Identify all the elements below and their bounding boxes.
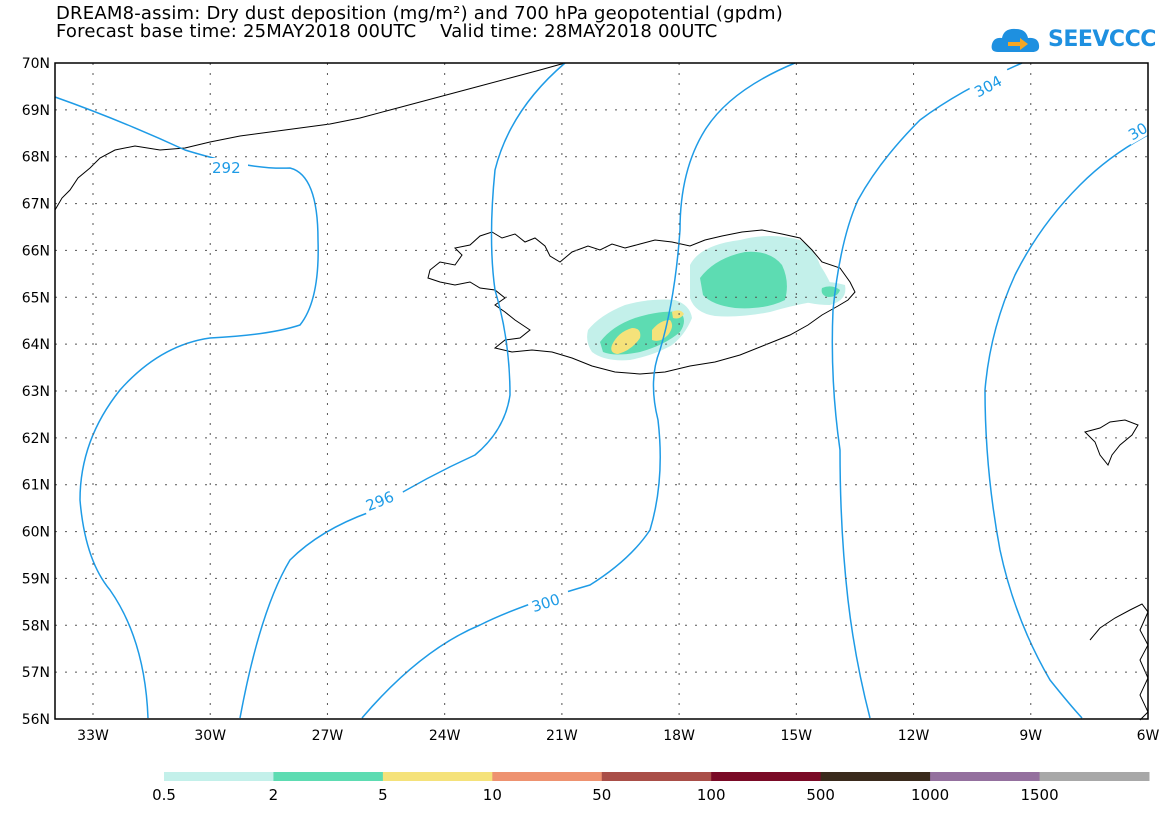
latitude-label: 69N xyxy=(22,103,50,119)
forecast-times: Forecast base time: 25MAY2018 00UTC Vali… xyxy=(56,21,718,42)
latitude-label: 62N xyxy=(22,431,50,447)
contour-296 xyxy=(239,62,566,719)
longitude-label: 24W xyxy=(429,728,461,744)
colorbar-swatch xyxy=(711,772,822,781)
longitude-label: 6W xyxy=(1137,728,1160,744)
colorbar-label: 1000 xyxy=(911,786,949,804)
latitude-label: 58N xyxy=(22,618,50,634)
longitude-label: 30W xyxy=(194,728,226,744)
latitude-label: 67N xyxy=(22,197,50,213)
dust-area-high xyxy=(672,310,684,319)
colorbar-swatch xyxy=(382,772,493,781)
colorbar xyxy=(164,772,1150,781)
longitude-label: 21W xyxy=(546,728,578,744)
colorbar-swatch xyxy=(820,772,931,781)
latitude-label: 59N xyxy=(22,571,50,587)
latitude-label: 63N xyxy=(22,384,50,400)
latitude-label: 61N xyxy=(22,478,50,494)
dust-deposition-shading xyxy=(587,236,846,361)
cloud-arrow-icon xyxy=(991,28,1040,52)
latitude-label: 64N xyxy=(22,337,50,353)
map-title: DREAM8-assim: Dry dust deposition (mg/m²… xyxy=(56,3,783,24)
colorbar-label: 1500 xyxy=(1020,786,1058,804)
colorbar-label: 5 xyxy=(378,786,388,804)
latitude-label: 66N xyxy=(22,243,50,259)
contour-300 xyxy=(361,62,796,719)
dust-area-high xyxy=(611,328,641,354)
longitude-label: 15W xyxy=(780,728,812,744)
coastlines xyxy=(54,62,1149,721)
map-frame xyxy=(54,62,1149,720)
colorbar-swatch xyxy=(930,772,1041,781)
colorbar-label: 10 xyxy=(483,786,502,804)
greenland-coastline xyxy=(54,62,566,211)
longitude-label: 27W xyxy=(312,728,344,744)
colorbar-label: 50 xyxy=(592,786,611,804)
latitude-label: 60N xyxy=(22,525,50,541)
colorbar-label: 0.5 xyxy=(152,786,176,804)
latitude-labels: 70N 69N 68N 67N 66N 65N 64N 63N 62N 61N 60N 59N 58N 5… xyxy=(22,56,50,728)
colorbar-label: 100 xyxy=(697,786,726,804)
geopotential-contours xyxy=(54,62,1149,719)
graticule xyxy=(55,63,1148,719)
logo-text: SEEVCCC xyxy=(1048,27,1156,52)
colorbar-label: 2 xyxy=(269,786,279,804)
colorbar-swatch xyxy=(492,772,603,781)
contour-label: 300 xyxy=(529,590,562,616)
dust-area-medium xyxy=(700,251,787,309)
latitude-label: 57N xyxy=(22,665,50,681)
colorbar-swatch xyxy=(164,772,274,781)
colorbar-labels: 0.5 2 5 10 50 100 500 1000 1500 xyxy=(152,786,1059,804)
longitude-labels: 33W 30W 27W 24W 21W 18W 15W 12W 9W 6W xyxy=(77,728,1159,744)
contour-label: 292 xyxy=(212,159,241,177)
colorbar-label: 500 xyxy=(806,786,835,804)
colorbar-swatch xyxy=(601,772,712,781)
longitude-label: 9W xyxy=(1019,728,1042,744)
iceland-coastline xyxy=(427,229,856,375)
latitude-label: 70N xyxy=(22,56,50,72)
colorbar-swatch xyxy=(273,772,384,781)
longitude-label: 12W xyxy=(898,728,930,744)
longitude-label: 18W xyxy=(663,728,695,744)
latitude-label: 68N xyxy=(22,150,50,166)
contour-308 xyxy=(984,134,1149,719)
longitude-label: 33W xyxy=(77,728,109,744)
contour-labels: 292 296 300 304 30 xyxy=(208,66,1152,616)
latitude-label: 65N xyxy=(22,290,50,306)
scotland-coastline xyxy=(1089,603,1149,721)
colorbar-swatch xyxy=(1039,772,1150,781)
latitude-label: 56N xyxy=(22,712,50,728)
faroe-islands-coastline xyxy=(1084,419,1139,466)
contour-304 xyxy=(831,62,1023,719)
